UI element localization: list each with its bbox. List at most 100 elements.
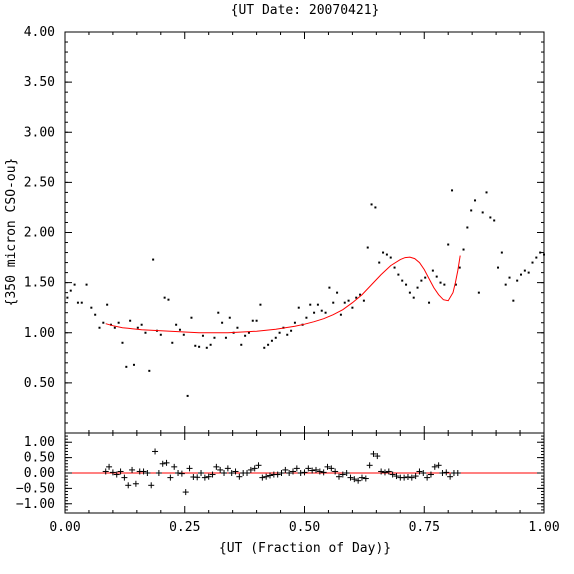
data-point	[136, 326, 139, 329]
data-point	[205, 346, 208, 349]
residual-y-tick-label: 1.00	[24, 435, 55, 450]
residual-marker	[454, 470, 461, 476]
data-point	[270, 339, 273, 342]
data-point	[178, 328, 181, 331]
residual-marker	[244, 470, 251, 476]
data-point	[343, 301, 346, 304]
residual-marker	[385, 468, 392, 475]
residual-marker	[339, 471, 346, 478]
residual-marker	[343, 470, 350, 476]
residual-marker	[389, 471, 396, 478]
residual-marker	[424, 474, 431, 481]
residual-marker	[332, 468, 339, 475]
data-point	[90, 306, 93, 309]
data-point	[408, 291, 411, 294]
data-point	[320, 309, 323, 312]
data-point	[428, 301, 431, 304]
data-point	[144, 331, 147, 334]
data-point	[405, 283, 408, 286]
main-plot-panel: 0.50 1.00 1.50 2.00 2.50 3.00 3.50 4.00 {350 mi…	[4, 25, 545, 434]
data-point	[293, 321, 296, 324]
residual-marker	[378, 468, 385, 475]
residual-marker	[144, 470, 151, 476]
data-point	[504, 283, 507, 286]
main-y-tick-label: 4.00	[24, 25, 55, 40]
data-point	[129, 319, 132, 322]
data-point	[182, 333, 185, 336]
data-point	[267, 343, 270, 346]
data-point	[171, 341, 174, 344]
main-y-tick-label: 1.50	[24, 276, 55, 291]
data-point	[240, 343, 243, 346]
residual-y-tick-label: 0.50	[24, 451, 55, 466]
x-tick-label: 0.75	[409, 520, 440, 535]
data-point	[313, 311, 316, 314]
data-point	[121, 341, 124, 344]
data-point	[543, 253, 545, 256]
residual-marker	[129, 466, 136, 473]
data-point	[66, 296, 69, 299]
residual-marker	[213, 463, 220, 470]
data-point	[244, 334, 247, 337]
x-tick-label: 0.25	[169, 520, 200, 535]
main-y-tick-label: 2.50	[24, 175, 55, 190]
residual-marker	[255, 462, 262, 469]
data-point	[531, 261, 534, 264]
residual-y-tick-label: −0.50	[16, 481, 55, 496]
data-point	[389, 256, 392, 259]
residual-marker	[178, 470, 185, 477]
x-tick-label: 1.00	[528, 520, 559, 535]
residual-marker	[109, 469, 116, 476]
data-point	[477, 291, 480, 294]
residual-data-points	[102, 448, 461, 496]
data-point	[228, 316, 231, 319]
data-point	[412, 296, 415, 299]
residual-marker	[236, 473, 243, 480]
data-point	[132, 363, 135, 366]
data-point	[485, 191, 488, 194]
main-plot-frame	[64, 31, 545, 434]
data-point	[167, 298, 170, 301]
data-point	[382, 251, 385, 254]
data-point	[332, 301, 335, 304]
data-point	[113, 326, 116, 329]
residual-marker	[278, 470, 285, 476]
residual-marker	[374, 453, 381, 460]
data-point	[80, 301, 83, 304]
residual-marker	[201, 474, 208, 481]
residual-marker	[194, 474, 201, 481]
data-point	[286, 333, 289, 336]
data-point	[85, 283, 88, 286]
data-point	[370, 203, 373, 206]
main-y-tick-label: 3.50	[24, 75, 55, 90]
residual-marker	[328, 465, 335, 472]
main-x-ticks	[64, 32, 545, 433]
data-point	[117, 321, 120, 324]
residual-marker	[113, 471, 120, 478]
data-point	[309, 303, 312, 306]
residual-marker	[175, 470, 182, 476]
data-point	[454, 283, 457, 286]
residual-marker	[412, 473, 419, 480]
data-point	[263, 346, 266, 349]
data-point	[512, 299, 515, 302]
data-point	[439, 281, 442, 284]
residual-marker	[171, 463, 178, 470]
residual-marker	[420, 470, 427, 476]
residual-marker	[163, 459, 170, 466]
data-point	[297, 306, 300, 309]
residual-marker	[217, 466, 224, 473]
data-point	[355, 296, 358, 299]
data-point	[462, 248, 465, 251]
data-point	[125, 365, 128, 368]
data-point	[508, 276, 511, 279]
residual-marker	[408, 474, 415, 481]
residual-marker	[155, 470, 162, 476]
data-point	[393, 266, 396, 269]
data-point	[374, 206, 377, 209]
residual-marker	[355, 477, 362, 484]
main-y-ticks: 0.50 1.00 1.50 2.00 2.50 3.00 3.50 4.00	[24, 25, 544, 424]
residual-marker	[305, 465, 312, 472]
residual-marker	[381, 469, 388, 476]
